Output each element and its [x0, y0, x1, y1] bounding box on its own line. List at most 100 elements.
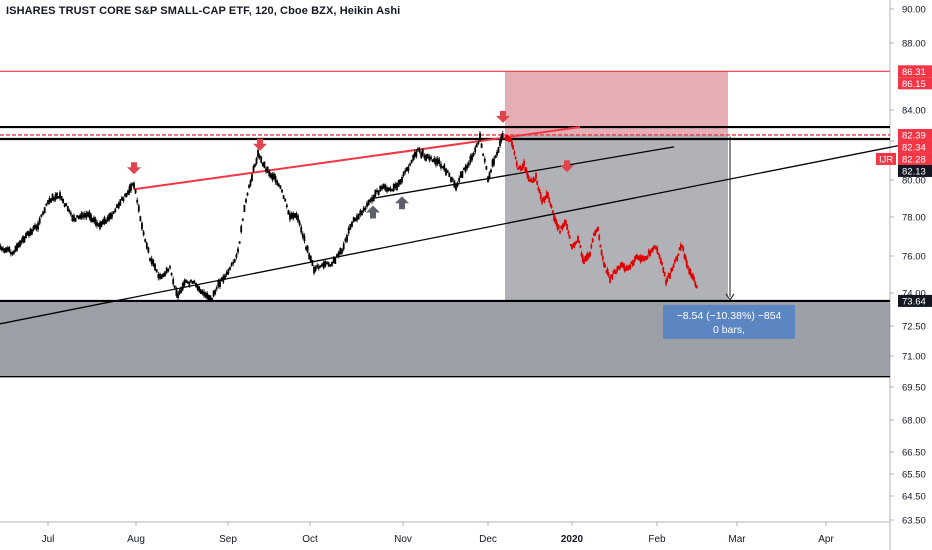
- candle-body: [410, 160, 413, 164]
- candle-body: [8, 247, 11, 252]
- candle-body: [547, 192, 549, 198]
- candle-body: [122, 198, 125, 201]
- candle-body: [505, 135, 507, 141]
- candle-body: [186, 281, 189, 284]
- candle-body: [624, 267, 627, 272]
- candle-body: [600, 250, 603, 255]
- candle-body: [71, 215, 74, 221]
- candle-body: [96, 222, 98, 227]
- candle-body: [269, 173, 272, 178]
- candle-body: [274, 176, 277, 183]
- candle-body: [501, 133, 504, 137]
- candle-body: [571, 245, 573, 250]
- candle-body: [506, 135, 509, 141]
- candle-body: [657, 252, 660, 255]
- price-axis-labels: 90.0088.0084.0082.0080.0078.0076.0074.00…: [890, 5, 926, 527]
- candle-body: [431, 159, 434, 162]
- candle-body: [650, 249, 653, 253]
- candle-body: [679, 244, 682, 250]
- candle-body: [497, 147, 500, 153]
- candle-body: [597, 226, 599, 231]
- candle-body: [290, 213, 293, 218]
- candle-body: [667, 273, 670, 277]
- candle-body: [433, 157, 436, 163]
- candle-body: [198, 286, 201, 292]
- candle-body: [693, 276, 695, 281]
- candle-body: [612, 270, 615, 274]
- y-tick-label: 80.00: [902, 176, 926, 187]
- candle-body: [70, 212, 72, 215]
- candle-body: [359, 210, 362, 216]
- candle-body: [538, 189, 541, 194]
- candle-body: [227, 269, 230, 275]
- candle-body: [500, 135, 503, 142]
- plot-area[interactable]: [0, 0, 890, 522]
- candle-body: [669, 272, 671, 279]
- candle-body: [367, 200, 370, 206]
- candle-body: [159, 273, 161, 279]
- candle-body: [222, 275, 225, 283]
- candle-body: [245, 199, 247, 203]
- candle-body: [448, 172, 451, 177]
- candle-body: [645, 256, 648, 260]
- candle-body: [658, 254, 661, 259]
- candle-body: [525, 168, 528, 173]
- candle-body: [82, 214, 85, 218]
- x-tick-label: Nov: [394, 534, 412, 545]
- candle-body: [685, 260, 688, 267]
- arrow-down-icon: [560, 160, 574, 173]
- candle-body: [37, 222, 39, 230]
- candle-body: [11, 252, 14, 255]
- candle-body: [297, 215, 299, 222]
- candle-body: [40, 214, 43, 217]
- x-tick-label: Mar: [728, 534, 746, 545]
- measure-tool[interactable]: −8.54 (−10.38%) −854 0 bars,: [663, 136, 795, 339]
- candle-body: [464, 165, 467, 172]
- candle-body: [246, 192, 249, 196]
- candle-body: [209, 295, 212, 302]
- candle-body: [622, 263, 625, 268]
- candle-body: [397, 180, 400, 187]
- candle-body: [509, 138, 512, 142]
- candle-body: [211, 297, 213, 302]
- candle-body: [450, 176, 452, 183]
- candle-body: [494, 155, 497, 158]
- candle-body: [487, 176, 489, 182]
- candle-body: [629, 265, 632, 270]
- candle-body: [324, 260, 327, 267]
- candle-body: [421, 149, 424, 156]
- candle-body: [694, 282, 697, 287]
- candle-body: [65, 203, 68, 206]
- candle-body: [425, 154, 427, 161]
- candle-body: [513, 151, 516, 155]
- candle-body: [289, 213, 291, 220]
- candle-body: [537, 187, 540, 191]
- candle-body: [598, 235, 601, 240]
- price-axis[interactable]: [890, 0, 932, 550]
- candle-body: [136, 199, 139, 203]
- price-tag-label: 82.13: [902, 166, 926, 177]
- candle-body: [625, 265, 628, 270]
- time-axis[interactable]: [0, 522, 890, 550]
- price-tag-label: 82.34: [902, 142, 926, 153]
- y-tick-label: 90.00: [902, 5, 926, 16]
- y-tick-label: 74.00: [902, 289, 926, 300]
- candle-body: [100, 221, 103, 227]
- candle-body: [644, 256, 647, 261]
- candle-body: [99, 221, 101, 229]
- candle-body: [47, 200, 49, 205]
- candle-body: [490, 169, 492, 173]
- candle-body: [548, 197, 551, 203]
- candle-body: [578, 240, 581, 244]
- candle-body: [613, 269, 616, 274]
- candle-body: [459, 171, 462, 178]
- candle-body: [666, 277, 669, 282]
- candle-body: [271, 174, 274, 180]
- price-tag-label: 82.39: [902, 130, 926, 141]
- candle-body: [195, 283, 197, 288]
- candle-body: [60, 196, 63, 201]
- candle-body: [351, 221, 353, 227]
- candle-body: [532, 177, 535, 182]
- candle-body: [372, 194, 375, 202]
